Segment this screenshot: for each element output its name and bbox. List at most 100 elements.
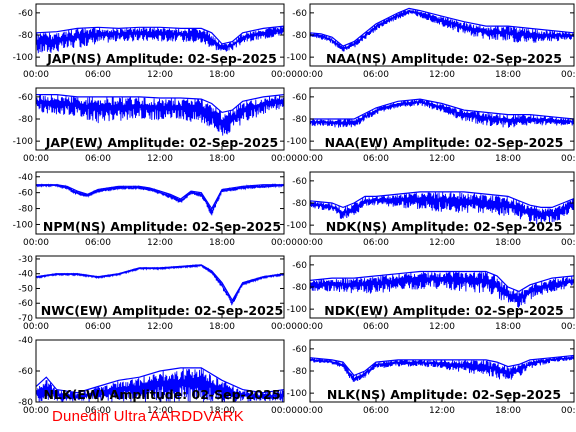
y-tick-label: -40 (18, 270, 33, 280)
y-tick-label: -100 (13, 220, 34, 230)
chart-panel-2: -60 -80 -100 00:00 06:00 12:00 18:00 00:00 JAP(E… (13, 87, 297, 164)
x-tick-label: 00:00 (297, 406, 323, 416)
y-tick-label: -40 (18, 336, 33, 346)
x-tick-label: 00:00 (271, 406, 297, 416)
y-tick-label: -100 (287, 389, 308, 399)
x-tick-label: 12:00 (147, 406, 173, 416)
panel-title: NDK(NS) Amplitude: 02-Sep-2025 (326, 219, 563, 234)
x-tick-label: 18:00 (495, 322, 521, 332)
y-tick-label: -60 (292, 177, 307, 187)
x-tick-label: 06:00 (363, 238, 389, 248)
x-tick-label: 00:00 (297, 322, 323, 332)
x-tick-label: 00:00 (23, 154, 49, 164)
series-trace (36, 263, 284, 306)
x-tick-label: 06:00 (363, 154, 389, 164)
chart-panel-3: -60-80-10000:0006:0012:0018:0000:00NAA(E… (287, 87, 576, 164)
y-tick-label: -100 (287, 137, 308, 147)
x-tick-label: 00:00 (561, 322, 576, 332)
x-tick-label: 00:00 (297, 154, 323, 164)
x-tick-label: 06:00 (363, 322, 389, 332)
x-tick-label: 00:00 (271, 238, 297, 248)
y-tick-label: -80 (18, 398, 33, 408)
y-tick-label: -60 (18, 9, 33, 19)
x-tick-label: 06:00 (85, 154, 111, 164)
x-tick-label: 18:00 (495, 154, 521, 164)
y-tick-label: -100 (287, 53, 308, 63)
x-tick-label: 12:00 (429, 322, 455, 332)
series-envelope (36, 264, 284, 302)
panel-title: NAA(NS) Amplitude: 02-Sep-2025 (326, 51, 562, 66)
chart-panel-9: -60-80-10000:0006:0012:0018:0000:00NLK(N… (287, 339, 576, 416)
y-tick-label: -80 (292, 31, 307, 41)
x-tick-label: 12:00 (147, 322, 173, 332)
y-tick-label: -80 (292, 115, 307, 125)
x-tick-label: 18:00 (495, 406, 521, 416)
x-tick-label: 00:00 (23, 70, 49, 80)
panel-title: NLK(EW) Amplitude: 02-Sep-2025 (43, 387, 280, 402)
panel-title: JAP(NS) Amplitude: 02-Sep-2025 (46, 51, 277, 66)
x-tick-label: 06:00 (85, 322, 111, 332)
x-tick-label: 00:00 (561, 154, 576, 164)
series-envelope (310, 191, 574, 209)
x-tick-label: 12:00 (147, 238, 173, 248)
y-tick-label: -60 (292, 261, 307, 271)
x-tick-label: 06:00 (363, 406, 389, 416)
y-tick-label: -60 (292, 9, 307, 19)
panel-title: NWC(EW) Amplitude: 02-Sep-2025 (41, 303, 283, 318)
x-tick-label: 12:00 (429, 406, 455, 416)
y-tick-label: -60 (18, 93, 33, 103)
chart-panel-1: -60-80-10000:0006:0012:0018:0000:00NAA(N… (287, 3, 576, 80)
x-tick-label: 00:00 (271, 154, 297, 164)
panel-title: NDK(EW) Amplitude: 02-Sep-2025 (324, 303, 563, 318)
series-envelope (36, 25, 284, 45)
y-tick-label: -80 (292, 283, 307, 293)
y-tick-label: -60 (18, 367, 33, 377)
y-tick-label: -50 (18, 284, 33, 294)
y-tick-label: -60 (18, 299, 33, 309)
x-tick-label: 18:00 (495, 70, 521, 80)
x-tick-label: 12:00 (429, 154, 455, 164)
x-tick-label: 06:00 (85, 406, 111, 416)
series-trace (36, 94, 284, 136)
x-tick-label: 18:00 (495, 238, 521, 248)
y-tick-label: -60 (292, 93, 307, 103)
series-trace (310, 99, 574, 128)
y-tick-label: -80 (18, 115, 33, 125)
y-tick-label: -60 (292, 345, 307, 355)
y-tick-label: -40 (18, 173, 33, 183)
panel-title: NLK(NS) Amplitude: 02-Sep-2025 (327, 387, 561, 402)
x-tick-label: 06:00 (85, 70, 111, 80)
panel-title: JAP(EW) Amplitude: 02-Sep-2025 (45, 135, 278, 150)
series-envelope (36, 367, 284, 394)
y-tick-label: -80 (292, 199, 307, 209)
series-trace (36, 368, 284, 402)
x-tick-label: 00:00 (271, 322, 297, 332)
x-tick-label: 06:00 (363, 70, 389, 80)
x-tick-label: 18:00 (209, 238, 235, 248)
panel-title: NPM(NS) Amplitude: 02-Sep-2025 (43, 219, 281, 234)
series-envelope (36, 184, 284, 210)
x-tick-label: 18:00 (209, 154, 235, 164)
series-trace (310, 354, 574, 382)
x-tick-label: 00:00 (23, 238, 49, 248)
x-tick-label: 00:00 (297, 238, 323, 248)
y-tick-label: -80 (18, 31, 33, 41)
y-tick-label: -60 (18, 189, 33, 199)
chart-panel-5: -60-80-10000:0006:0012:0018:0000:00NDK(N… (287, 171, 576, 248)
y-tick-label: -80 (292, 367, 307, 377)
chart-panel-7: -60-80-10000:0006:0012:0018:0000:00NDK(E… (287, 255, 576, 332)
y-tick-label: -80 (18, 205, 33, 215)
x-tick-label: 00:00 (561, 406, 576, 416)
x-tick-label: 00:00 (23, 406, 49, 416)
series-envelope (310, 7, 574, 47)
x-tick-label: 00:00 (297, 70, 323, 80)
x-tick-label: 00:00 (561, 70, 576, 80)
x-tick-label: 12:00 (147, 70, 173, 80)
chart-panel-0: -60 -80 -100 00:00 06:00 12:00 18:00 00:00 JAP(N… (13, 3, 297, 80)
y-tick-label: -100 (13, 137, 34, 147)
y-tick-label: -100 (287, 305, 308, 315)
x-tick-label: 12:00 (429, 70, 455, 80)
